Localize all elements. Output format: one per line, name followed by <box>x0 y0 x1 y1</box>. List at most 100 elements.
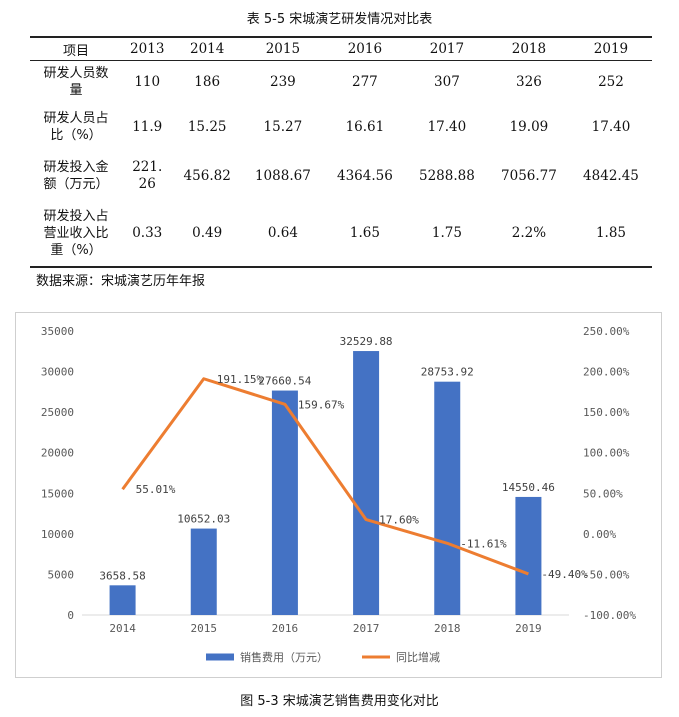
row-label-line: 研发投入占 <box>43 208 109 224</box>
line-data-label: -49.40% <box>541 568 588 581</box>
table-cell: 0.33 <box>132 225 163 241</box>
bar-data-label: 28753.92 <box>421 366 474 379</box>
bar <box>515 496 542 615</box>
row-label-line: 营业收入比 <box>43 225 109 241</box>
row-label-line: 比（%） <box>50 127 102 143</box>
table-cell: 221. 26 <box>132 158 163 192</box>
table-cell: 19.09 <box>509 118 549 135</box>
table-cell: 277 <box>352 73 378 90</box>
line-data-label: -11.61% <box>460 537 507 550</box>
table-cell: 252 <box>598 73 624 90</box>
table-cell: 1.85 <box>595 225 626 241</box>
table-row: 研发人员占 比（%） 11.9 15.25 15.27 16.61 17.40 … <box>30 103 652 151</box>
table-cell: 1088.67 <box>254 167 311 184</box>
row-label-line: 研发投入金 <box>43 159 109 175</box>
bar-data-label: 3658.58 <box>99 569 145 582</box>
row-label-line: 研发人员数 <box>43 65 109 81</box>
table-cell: 307 <box>434 73 460 90</box>
line-data-label: 191.15% <box>217 373 264 386</box>
x-axis-tick-label: 2015 <box>191 622 218 635</box>
figure-caption: 图 5-3 宋城演艺销售费用变化对比 <box>240 694 439 709</box>
row-label: 研发投入金 额（万元） <box>30 151 122 201</box>
table-cell: 16.61 <box>345 118 385 135</box>
column-header: 2019 <box>593 41 629 57</box>
bar <box>109 585 136 615</box>
table-row: 研发投入占 营业收入比 重（%） 0.33 0.49 0.64 1.65 1.7… <box>30 201 652 267</box>
table-header-row: 项目 2013 2014 2015 2016 2017 2018 2019 <box>30 37 652 61</box>
row-label: 研发投入占 营业收入比 重（%） <box>30 201 122 267</box>
data-source-note: 数据来源：宋城演艺历年年报 <box>36 274 206 289</box>
table-cell: 5288.88 <box>419 167 475 184</box>
line-data-label: 159.67% <box>298 398 345 411</box>
line-data-label: 55.01% <box>136 483 176 496</box>
row-label: 研发人员数 量 <box>30 61 122 103</box>
table-cell: 1.65 <box>349 225 380 241</box>
left-axis-tick-label: 15000 <box>41 487 74 500</box>
right-axis-tick-label: 150.00% <box>583 406 630 419</box>
column-header: 2014 <box>189 41 225 57</box>
right-axis-tick-label: -100.00% <box>583 609 636 622</box>
table-cell: 1.75 <box>431 225 462 241</box>
row-label-line: 研发人员占 <box>43 110 109 126</box>
table-caption: 表 5-5 宋城演艺研发情况对比表 <box>246 12 433 27</box>
left-axis-tick-label: 10000 <box>41 528 74 541</box>
bar <box>353 351 380 615</box>
row-label-line: 量 <box>69 82 83 98</box>
table-cell: 110 <box>134 73 161 90</box>
sales-expense-chart: 0 5000 10000 15000 20000 25000 30000 35000 -100.… <box>41 325 636 664</box>
legend-line-label: 同比增减 <box>396 650 440 664</box>
table-cell: 0.64 <box>267 225 298 241</box>
bar-data-label: 10652.03 <box>177 513 230 526</box>
table-cell: 4364.56 <box>336 167 393 184</box>
bar <box>271 390 298 615</box>
x-axis-tick-label: 2016 <box>272 622 299 635</box>
right-axis-tick-label: 100.00% <box>583 447 630 460</box>
rd-table: 项目 2013 2014 2015 2016 2017 2018 2019 研发… <box>30 36 652 268</box>
table-cell: 17.40 <box>427 118 467 135</box>
bar-data-label: 14550.46 <box>502 481 555 494</box>
bar-data-label: 32529.88 <box>340 335 393 348</box>
row-label-line: 重（%） <box>50 242 102 258</box>
table-cell: 15.25 <box>187 118 227 135</box>
row-label: 研发人员占 比（%） <box>30 103 122 151</box>
growth-line <box>121 377 529 576</box>
table-cell: 456.82 <box>183 167 231 184</box>
table-cell: 11.9 <box>132 118 163 135</box>
table-cell: 17.40 <box>591 118 631 135</box>
table-row: 研发投入金 额（万元） 221. 26 456.82 1088.67 4364.… <box>30 151 652 201</box>
column-header: 2018 <box>511 41 547 57</box>
table-cell: 0.49 <box>192 225 223 241</box>
bar-data-label: 27660.54 <box>258 375 311 388</box>
bar <box>434 381 461 615</box>
column-header: 2016 <box>347 41 383 57</box>
table-row: 研发人员数 量 110 186 239 277 307 326 252 <box>30 61 652 103</box>
column-header: 项目 <box>62 43 89 59</box>
right-axis-tick-label: 50.00% <box>583 487 623 500</box>
line-data-label: 17.60% <box>379 514 419 527</box>
left-axis-tick-label: 20000 <box>41 447 74 460</box>
x-axis-tick-label: 2017 <box>353 622 380 635</box>
table-cell: 2.2% <box>511 225 547 241</box>
left-axis-tick-label: 30000 <box>41 366 74 379</box>
row-label-line: 额（万元） <box>43 176 109 192</box>
table-cell: 239 <box>269 73 296 90</box>
table-cell: 15.27 <box>263 118 303 135</box>
left-axis-tick-label: 5000 <box>48 568 75 581</box>
left-axis-tick-label: 0 <box>67 609 74 622</box>
column-header: 2017 <box>429 41 465 57</box>
table-cell: 326 <box>516 73 542 90</box>
x-axis-tick-label: 2018 <box>434 622 461 635</box>
x-axis-tick-label: 2019 <box>515 622 542 635</box>
bar <box>190 528 217 615</box>
left-axis-tick-label: 35000 <box>41 325 74 338</box>
table-cell: 186 <box>194 73 221 90</box>
column-header: 2013 <box>130 41 165 57</box>
x-axis-tick-label: 2014 <box>109 622 136 635</box>
right-axis-tick-label: 0.00% <box>583 528 616 541</box>
right-axis-tick-label: -50.00% <box>583 568 630 581</box>
right-axis-tick-label: 200.00% <box>583 366 630 379</box>
right-axis-tick-label: 250.00% <box>583 325 630 338</box>
legend-bar-label: 销售费用（万元） <box>240 650 328 664</box>
table-cell: 4842.45 <box>583 167 639 184</box>
chart-frame: 0 5000 10000 15000 20000 25000 30000 35000 -100.… <box>15 312 662 678</box>
